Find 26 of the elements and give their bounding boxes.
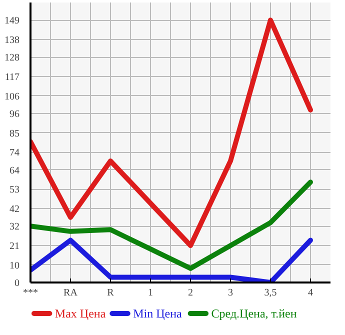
y-tick-label: 0	[14, 278, 20, 289]
y-tick-label: 138	[4, 34, 20, 46]
y-tick-label: 149	[4, 16, 20, 27]
y-tick-label: 85	[10, 128, 20, 140]
y-tick-label: 21	[10, 241, 20, 252]
x-tick-label: RA	[64, 288, 78, 298]
x-tick-label: ***	[23, 288, 38, 298]
y-tick-label: 96	[10, 108, 20, 120]
legend-label: Сред.Цена, т.йен	[211, 306, 298, 320]
y-tick-label: 32	[10, 222, 20, 233]
x-tick-label: 4	[308, 288, 313, 298]
y-tick-label: 53	[10, 184, 20, 196]
x-tick-label: 3,5	[264, 288, 277, 298]
y-tick-label: 10	[10, 260, 20, 272]
x-tick-label: 2	[188, 288, 193, 298]
x-tick-label: R	[107, 288, 114, 298]
legend-label: Min Цена	[133, 306, 183, 320]
x-tick-label: 1	[148, 288, 153, 298]
y-tick-label: 42	[10, 204, 20, 216]
y-tick-label: 74	[10, 148, 20, 159]
legend-label: Max Цена	[54, 306, 106, 320]
x-tick-label: 3	[228, 288, 233, 298]
y-tick-label: 117	[4, 72, 20, 83]
y-tick-label: 106	[4, 91, 20, 102]
y-tick-label: 64	[10, 165, 20, 176]
y-tick-label: 128	[4, 52, 20, 64]
